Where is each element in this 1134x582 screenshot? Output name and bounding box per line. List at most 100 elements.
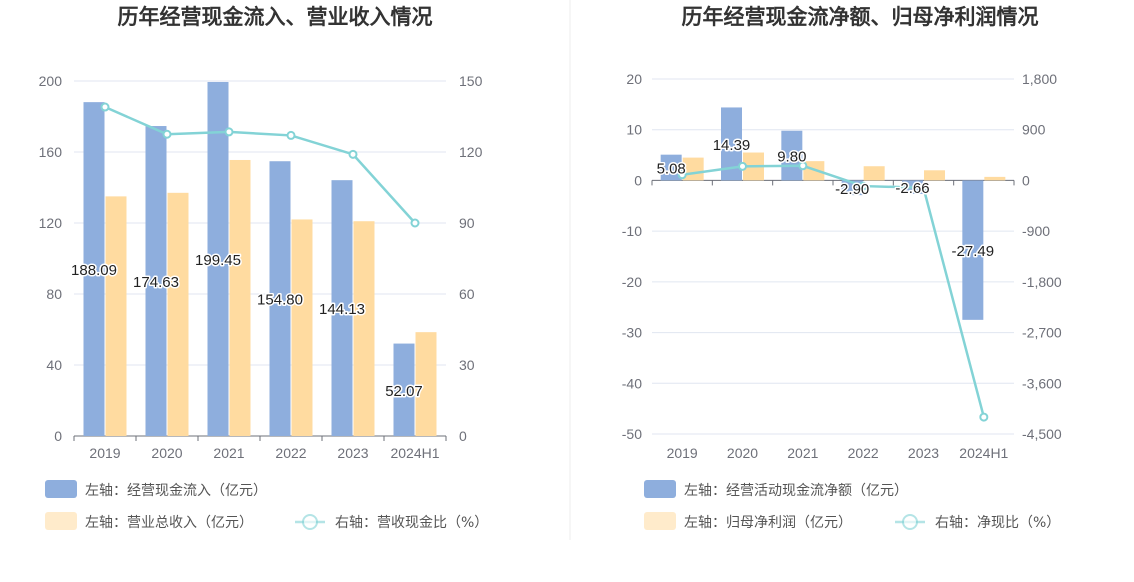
legend-swatch — [644, 480, 676, 498]
data-label: -2.90 — [835, 181, 869, 198]
data-label: 14.39 — [713, 137, 751, 154]
y-left-tick-label: -50 — [622, 426, 642, 442]
chart-title: 历年经营现金流净额、归母净利润情况 — [682, 5, 1039, 29]
legend-marker — [302, 514, 318, 530]
line-point — [224, 127, 234, 137]
y-right-tick-label: 150 — [459, 73, 483, 89]
data-label: 52.07 — [385, 383, 423, 400]
y-left-tick-label: 40 — [46, 357, 62, 373]
y-right-tick-label: 900 — [1022, 122, 1046, 138]
x-tick-label: 2023 — [908, 445, 939, 461]
legend-label: 左轴：营业总收入（亿元） — [85, 515, 253, 531]
bar — [291, 219, 313, 436]
bar — [984, 176, 1006, 181]
bar — [721, 107, 742, 181]
y-left-tick-label: 0 — [54, 428, 62, 444]
bar — [863, 166, 885, 181]
line-point — [286, 130, 296, 140]
line-point — [738, 161, 747, 171]
y-left-tick-label: 160 — [39, 144, 63, 160]
data-label: 9.80 — [777, 149, 806, 166]
x-tick-label: 2020 — [151, 445, 182, 461]
x-tick-label: 2024H1 — [959, 445, 1008, 461]
bar — [105, 196, 127, 436]
x-tick-label: 2020 — [727, 445, 758, 461]
line-point — [858, 181, 868, 191]
bar — [781, 130, 803, 181]
x-tick-label: 2022 — [848, 445, 879, 461]
x-tick-label: 2019 — [89, 445, 120, 461]
series-line — [104, 105, 416, 224]
bar — [207, 81, 229, 436]
bar — [229, 159, 251, 437]
bar — [660, 154, 682, 181]
bar — [269, 161, 291, 437]
y-right-tick-label: -4,500 — [1022, 426, 1062, 442]
x-tick-label: 2023 — [337, 445, 368, 461]
y-right-tick-label: -3,600 — [1022, 375, 1062, 391]
legend-marker — [902, 514, 918, 530]
bar — [353, 221, 375, 436]
y-right-tick-label: 90 — [459, 215, 475, 231]
y-right-tick-label: 120 — [459, 144, 483, 160]
bar — [167, 192, 189, 436]
line-point — [919, 183, 928, 193]
legend-swatch — [644, 512, 676, 530]
data-label: -2.66 — [895, 180, 929, 197]
y-left-tick-label: -40 — [622, 375, 642, 391]
legend-swatch — [45, 480, 77, 498]
x-tick-label: 2019 — [667, 445, 698, 461]
series-line — [681, 164, 986, 418]
y-left-tick-label: 20 — [626, 71, 642, 87]
data-label: 5.08 — [657, 161, 686, 178]
line-point — [162, 129, 172, 139]
bar — [962, 180, 984, 320]
line-point — [410, 218, 420, 228]
data-label: 154.80 — [257, 292, 303, 309]
chart-title: 历年经营现金流入、营业收入情况 — [118, 5, 433, 29]
line-point — [677, 170, 687, 180]
y-left-tick-label: 120 — [39, 215, 63, 231]
x-tick-label: 2022 — [275, 445, 306, 461]
bar — [83, 102, 105, 436]
x-tick-label: 2021 — [213, 445, 244, 461]
bar — [393, 343, 415, 436]
legend-swatch — [45, 512, 77, 530]
data-label: 174.63 — [133, 274, 179, 291]
bar — [331, 180, 353, 436]
bar — [924, 170, 945, 181]
y-right-tick-label: 60 — [459, 286, 475, 302]
legend-label: 左轴：归母净利润（亿元） — [684, 514, 852, 531]
y-left-tick-label: 200 — [39, 73, 63, 89]
data-label: 144.13 — [319, 301, 365, 318]
line-point — [979, 412, 989, 422]
y-right-tick-label: 1,800 — [1022, 71, 1057, 87]
bar — [145, 126, 167, 437]
legend-label: 右轴：营收现金比（%） — [335, 515, 488, 531]
y-left-tick-label: -30 — [622, 325, 642, 341]
y-left-tick-label: -20 — [622, 274, 642, 290]
data-label: 199.45 — [195, 252, 241, 269]
x-tick-label: 2021 — [787, 445, 818, 461]
legend-label: 左轴：经营现金流入（亿元） — [85, 483, 267, 499]
data-label: 188.09 — [71, 262, 117, 279]
line-point — [348, 149, 358, 159]
y-right-tick-label: -2,700 — [1022, 325, 1062, 341]
y-right-tick-label: -900 — [1022, 223, 1050, 239]
y-right-tick-label: -1,800 — [1022, 274, 1062, 290]
y-right-tick-label: 0 — [459, 428, 467, 444]
y-left-tick-label: 10 — [626, 122, 642, 138]
y-right-tick-label: 30 — [459, 357, 475, 373]
x-tick-label: 2024H1 — [390, 445, 439, 461]
legend-label: 右轴：净现比（%） — [935, 515, 1060, 531]
y-right-tick-label: 0 — [1022, 172, 1030, 188]
legend-label: 左轴：经营活动现金流净额（亿元） — [684, 483, 908, 499]
y-left-tick-label: 0 — [634, 172, 642, 188]
y-left-tick-label: 80 — [46, 286, 62, 302]
data-label: -27.49 — [952, 243, 995, 260]
line-point — [100, 102, 110, 112]
bar — [415, 332, 437, 436]
y-left-tick-label: -10 — [622, 223, 642, 239]
